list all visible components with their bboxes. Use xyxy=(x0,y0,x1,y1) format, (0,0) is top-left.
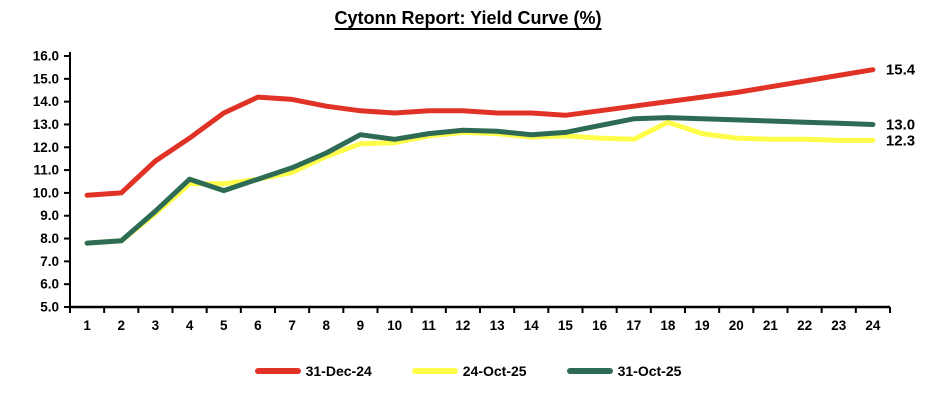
y-axis-tick-label: 12.0 xyxy=(33,140,59,155)
legend-label-31-oct-25: 31-Oct-25 xyxy=(617,363,682,379)
yield-curve-chart: 16.015.014.013.012.011.010.09.08.07.06.0… xyxy=(33,49,916,334)
x-axis-tick-label: 19 xyxy=(695,318,710,333)
y-axis-tick-label: 15.0 xyxy=(33,71,59,86)
y-axis-tick-label: 10.0 xyxy=(33,185,59,200)
x-axis-tick-label: 4 xyxy=(186,318,194,333)
y-axis-tick-label: 16.0 xyxy=(33,49,59,64)
x-axis-tick-label: 16 xyxy=(592,318,608,333)
series-end-label-31-dec-24: 15.4 xyxy=(886,62,916,79)
series-line-31-oct-25 xyxy=(84,115,876,246)
x-axis-tick-label: 14 xyxy=(524,318,540,333)
x-axis-tick-label: 22 xyxy=(797,318,812,333)
x-axis-tick-label: 13 xyxy=(490,318,506,333)
series-end-label-31-oct-25: 13.0 xyxy=(886,116,915,133)
y-axis-tick-label: 6.0 xyxy=(40,277,59,292)
x-axis-tick-label: 3 xyxy=(152,318,160,333)
x-axis-tick-label: 5 xyxy=(220,318,228,333)
y-axis-tick-label: 5.0 xyxy=(40,300,59,315)
x-axis-tick-label: 20 xyxy=(729,318,744,333)
series-line-31-dec-24 xyxy=(84,67,876,198)
x-axis-tick-label: 9 xyxy=(357,318,365,333)
x-axis-tick-label: 21 xyxy=(763,318,779,333)
x-axis-tick-label: 7 xyxy=(288,318,296,333)
x-axis-tick-label: 12 xyxy=(455,318,470,333)
x-axis-tick-label: 17 xyxy=(626,318,641,333)
x-axis-tick-label: 10 xyxy=(387,318,402,333)
legend-swatch-yellow-line xyxy=(411,368,458,374)
x-axis-tick-label: 15 xyxy=(558,318,574,333)
y-axis-tick-label: 7.0 xyxy=(40,254,59,269)
y-axis-tick-label: 8.0 xyxy=(40,231,59,246)
y-axis-tick-label: 14.0 xyxy=(33,94,59,109)
x-axis-tick-label: 11 xyxy=(422,318,437,333)
x-axis-tick-label: 6 xyxy=(254,318,262,333)
legend-item-24-oct-25: 24-Oct-25 xyxy=(411,363,527,379)
x-axis-tick-label: 8 xyxy=(322,318,330,333)
legend-item-31-dec-24: 31-Dec-24 xyxy=(254,363,372,379)
legend-label-24-oct-25: 24-Oct-25 xyxy=(462,363,527,379)
x-axis-tick-label: 18 xyxy=(660,318,676,333)
y-axis-tick-label: 9.0 xyxy=(40,208,59,223)
y-axis-tick-label: 13.0 xyxy=(33,117,59,132)
series-end-label-24-oct-25: 12.3 xyxy=(886,132,915,149)
legend-swatch-red-line xyxy=(254,368,301,374)
x-axis-tick-label: 2 xyxy=(117,318,125,333)
chart-legend: 31-Dec-24 24-Oct-25 31-Oct-25 xyxy=(0,363,936,379)
y-axis-tick-label: 11.0 xyxy=(33,163,59,178)
x-axis-tick-label: 24 xyxy=(865,318,881,333)
legend-label-31-dec-24: 31-Dec-24 xyxy=(305,363,372,379)
legend-item-31-oct-25: 31-Oct-25 xyxy=(566,363,682,379)
legend-swatch-green-line xyxy=(566,368,613,374)
chart-title: Cytonn Report: Yield Curve (%) xyxy=(334,8,602,28)
x-axis-tick-label: 1 xyxy=(83,318,91,333)
x-axis-tick-label: 23 xyxy=(831,318,847,333)
